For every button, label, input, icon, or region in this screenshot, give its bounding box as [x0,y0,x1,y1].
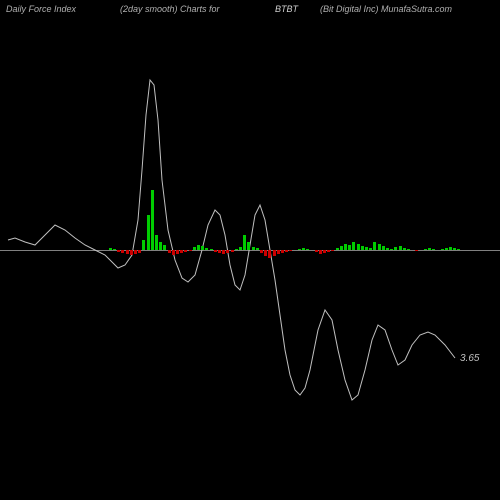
force-bar [327,250,330,252]
force-bar [394,247,397,250]
force-bar [386,248,389,250]
force-bar [226,250,229,253]
force-bar [130,250,133,255]
force-bar [365,247,368,250]
force-bar [180,250,183,253]
force-bar [113,249,116,250]
force-bar [210,249,213,250]
force-bar [273,250,276,256]
force-bar [193,247,196,250]
force-bar [155,235,158,250]
force-bar [378,244,381,250]
force-bar [197,245,200,250]
force-bar [201,246,204,250]
force-bar [205,248,208,250]
force-bar [352,242,355,250]
force-bar [243,235,246,250]
force-bar [168,250,171,253]
force-bar [319,250,322,254]
force-bar [126,250,129,254]
title-left: Daily Force Index [6,4,76,14]
force-bar [163,245,166,250]
force-bar [218,250,221,253]
force-bar [315,250,318,252]
force-bar [424,249,427,250]
force-bar [432,249,435,250]
force-bar [109,248,112,250]
force-bar [159,242,162,250]
force-bar [147,215,150,250]
force-bar [189,250,192,251]
force-bar [361,246,364,250]
force-bar [373,242,376,250]
force-bar [264,250,267,256]
force-bar [260,250,263,253]
force-bar [281,250,284,253]
force-bar [449,247,452,250]
force-bar [441,249,444,250]
force-bar [222,250,225,254]
force-bar [348,245,351,250]
force-bar [457,249,460,250]
force-bar [289,250,292,251]
force-bar [323,250,326,253]
force-bar [277,250,280,254]
line-path [8,80,455,400]
force-bar [151,190,154,250]
force-bar [142,240,145,250]
force-bar [390,249,393,250]
force-bar [117,250,120,252]
force-bar [453,248,456,250]
price-line [0,20,500,500]
force-bar [176,250,179,254]
smooth-label: (2day smooth) Charts for [120,4,220,14]
force-bar [235,249,238,250]
force-bar [121,250,124,253]
force-bar [247,242,250,250]
force-bar [256,248,259,250]
force-bar [138,250,141,253]
force-index-chart: 3.65 [0,20,500,500]
force-bar [268,250,271,258]
force-bar [403,248,406,250]
force-bar [407,249,410,250]
force-bar [382,246,385,250]
force-bar [298,249,301,250]
force-bar [445,248,448,250]
force-bar [428,248,431,250]
company-label: (Bit Digital Inc) MunafaSutra.com [320,4,452,14]
force-bar [134,250,137,254]
force-bar [369,248,372,250]
force-bar [302,248,305,250]
force-bar [239,247,242,250]
force-bar [399,246,402,250]
force-bar [172,250,175,255]
force-bar [214,250,217,252]
force-bar [231,250,234,252]
ticker-label: BTBT [275,4,298,14]
force-bar [285,250,288,252]
force-bar [306,249,309,250]
force-bar [415,250,418,251]
force-bar [340,246,343,250]
force-bar [252,247,255,250]
value-label: 3.65 [460,353,479,364]
force-bar [336,248,339,250]
force-bar [357,244,360,250]
force-bar [331,250,334,251]
force-bar [344,244,347,250]
chart-header: Daily Force Index (2day smooth) Charts f… [0,4,500,20]
force-bar [184,250,187,252]
